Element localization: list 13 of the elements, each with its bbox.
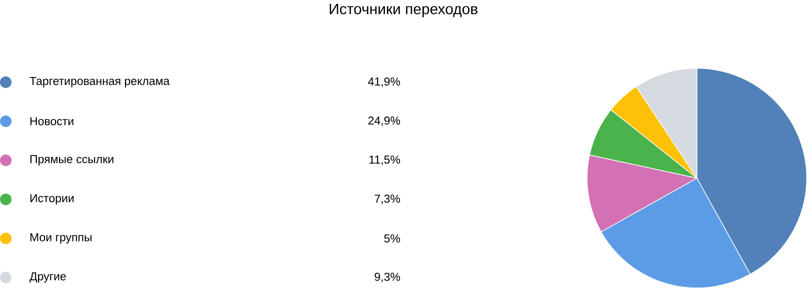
legend-label: Таргетированная реклама [30,76,170,88]
legend-label: Другие [30,272,66,283]
data-label: 41,9% [368,77,400,87]
legend-label: Прямые ссылки [30,155,114,166]
data-label: 11,5% [370,155,400,165]
data-label: 24,9% [368,116,400,126]
legend-label: Истории [30,194,74,204]
data-label: 7,3% [374,194,400,204]
chart-title: Источники переходов [330,4,478,18]
legend-label: Мои группы [30,233,92,244]
data-label: 5% [384,234,400,242]
data-label: 9,3% [374,272,400,282]
legend-label: Новости [30,117,74,126]
